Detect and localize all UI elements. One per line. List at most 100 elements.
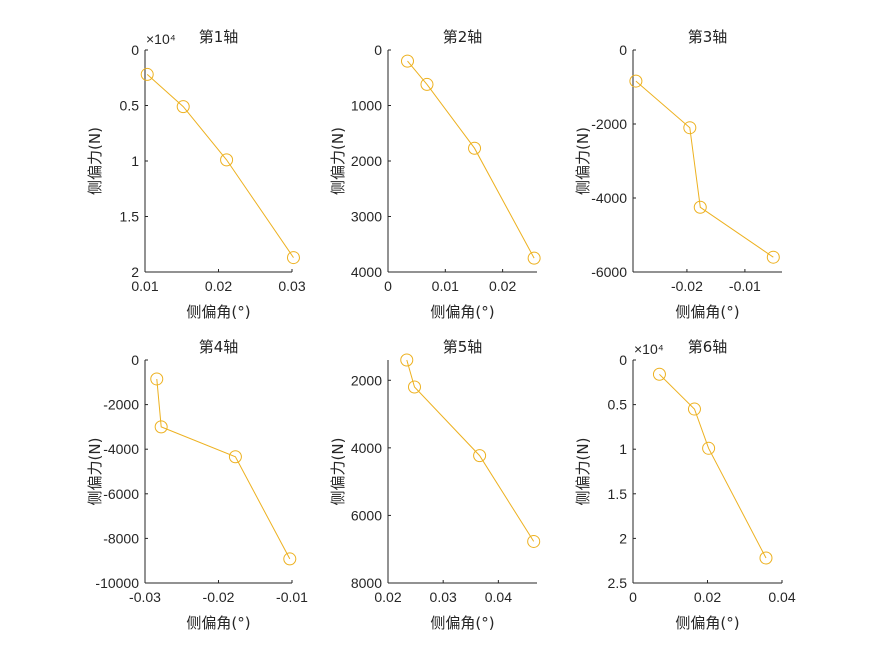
y-tick-label: -2000 [591, 116, 627, 132]
data-point [140, 67, 154, 81]
y-tick-label: -6000 [591, 264, 627, 280]
y-tick-label: 1.5 [120, 209, 140, 225]
x-axis-label: 侧偏角(°) [430, 303, 494, 321]
y-tick-label: 0 [619, 42, 627, 58]
y-tick-label: 1 [619, 441, 627, 457]
y-tick-label: 0 [619, 352, 627, 368]
subplot-title: 第4轴 [199, 338, 239, 356]
data-point [420, 77, 434, 91]
x-axis-label: 侧偏角(°) [430, 614, 494, 632]
data-point [473, 449, 487, 463]
y-tick-label: -6000 [103, 486, 139, 502]
y-exponent-label: ×10⁴ [146, 31, 176, 47]
data-point [468, 141, 482, 155]
x-tick-label: -0.03 [129, 589, 161, 605]
data-point [154, 420, 168, 434]
x-tick-label: 0.01 [432, 278, 459, 294]
y-tick-label: -4000 [103, 441, 139, 457]
data-point [683, 121, 697, 135]
y-axis-label: 侧偏力(N) [574, 438, 592, 506]
x-tick-label: 0.04 [485, 589, 512, 605]
y-tick-label: -2000 [103, 397, 139, 413]
series-line [407, 60, 535, 259]
y-tick-label: 6000 [351, 507, 382, 523]
y-tick-label: 4000 [351, 264, 382, 280]
y-tick-label: -10000 [95, 575, 139, 591]
x-tick-label: 0.04 [768, 589, 795, 605]
data-point [400, 54, 414, 68]
data-point [652, 367, 666, 381]
y-tick-label: 4000 [351, 440, 382, 456]
x-axis-label: 侧偏角(°) [675, 303, 739, 321]
y-tick-label: 2 [619, 530, 627, 546]
data-point [283, 552, 297, 566]
x-tick-label: -0.01 [729, 278, 761, 294]
y-tick-label: 8000 [351, 575, 382, 591]
subplot-title: 第5轴 [443, 338, 483, 356]
x-tick-label: -0.01 [276, 589, 308, 605]
y-tick-label: 1.5 [608, 486, 628, 502]
y-tick-label: -8000 [103, 530, 139, 546]
data-point [527, 251, 541, 265]
y-tick-label: 0.5 [120, 98, 140, 114]
y-tick-label: -4000 [591, 190, 627, 206]
data-point [687, 402, 701, 416]
x-tick-label: 0.03 [278, 278, 305, 294]
series-line [406, 359, 535, 542]
series-line [156, 378, 291, 560]
y-axis-label: 侧偏力(N) [574, 127, 592, 195]
subplot-title: 第6轴 [688, 338, 728, 356]
y-axis-label: 侧偏力(N) [86, 127, 104, 195]
data-point [766, 250, 780, 264]
subplot-title: 第1轴 [199, 28, 239, 46]
data-point [220, 153, 234, 167]
data-point [286, 251, 300, 265]
y-tick-label: 2000 [351, 153, 382, 169]
series-line [659, 373, 767, 559]
data-point [702, 441, 716, 455]
x-tick-label: 0 [629, 589, 637, 605]
x-axis-label: 侧偏角(°) [186, 303, 250, 321]
x-tick-label: 0.03 [430, 589, 457, 605]
data-point [400, 353, 414, 367]
y-tick-label: 0.5 [608, 397, 628, 413]
data-point [176, 100, 190, 114]
x-tick-label: 0 [384, 278, 392, 294]
data-point [527, 534, 541, 548]
y-exponent-label: ×10⁴ [634, 341, 664, 357]
subplot-title: 第2轴 [443, 28, 483, 46]
data-point [629, 74, 643, 88]
y-axis-label: 侧偏力(N) [329, 127, 347, 195]
x-tick-label: 0.02 [374, 589, 401, 605]
x-tick-label: -0.02 [203, 589, 235, 605]
y-tick-label: 2.5 [608, 575, 628, 591]
x-axis-label: 侧偏角(°) [675, 614, 739, 632]
y-tick-label: 0 [131, 352, 139, 368]
x-tick-label: 0.01 [131, 278, 158, 294]
y-tick-label: 0 [374, 42, 382, 58]
x-tick-label: -0.02 [671, 278, 703, 294]
series-line [635, 80, 774, 258]
series-line [146, 74, 294, 258]
y-tick-label: 2 [131, 264, 139, 280]
x-tick-label: 0.02 [694, 589, 721, 605]
subplot-title: 第3轴 [688, 28, 728, 46]
x-tick-label: 0.02 [489, 278, 516, 294]
y-tick-label: 2000 [351, 372, 382, 388]
subplot-4: -0.03 -0.02 -0.01 0 -2000 -4000 -6000 -8000 -100… [86, 338, 308, 632]
y-axis-label: 侧偏力(N) [329, 438, 347, 506]
data-point [759, 551, 773, 565]
x-axis-label: 侧偏角(°) [186, 614, 250, 632]
data-point [150, 372, 164, 386]
y-axis-label: 侧偏力(N) [86, 438, 104, 506]
data-point [693, 200, 707, 214]
y-tick-label: 1 [131, 153, 139, 169]
data-point [407, 380, 421, 394]
y-tick-label: 0 [131, 42, 139, 58]
